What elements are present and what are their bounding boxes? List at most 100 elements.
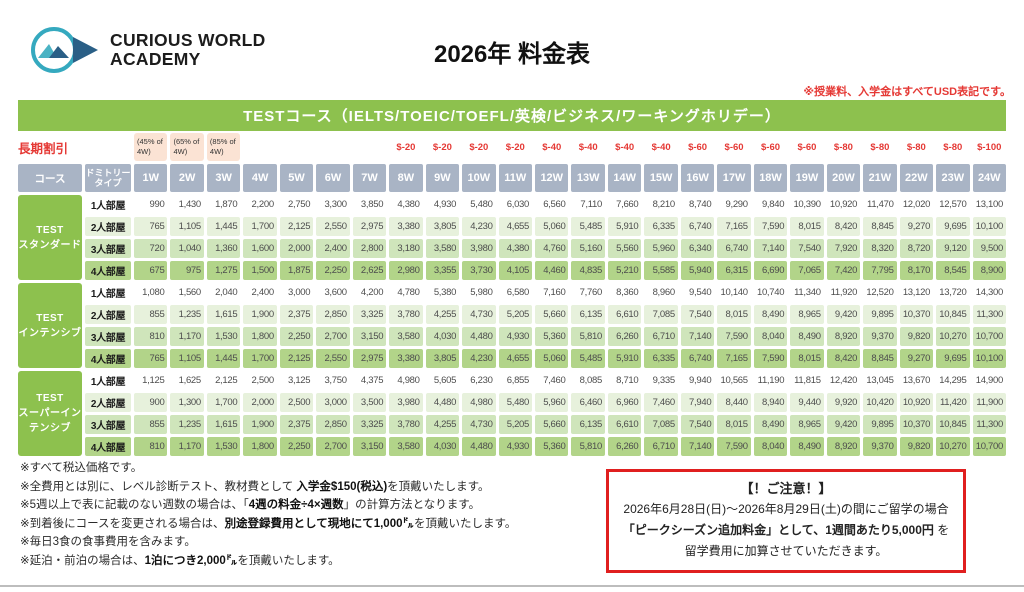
price-cell: 6,580 [506,287,530,298]
price-cell: 4,230 [462,349,496,368]
price-cell: 9,940 [689,375,712,386]
price-cell: 4,655 [498,217,533,236]
room-type-cell: 1人部屋 [90,377,126,388]
price-cell: 1,800 [243,327,277,346]
price-cell: 10,100 [972,349,1006,368]
price-cell: 6,260 [607,437,642,456]
price-cell: 8,210 [652,199,676,210]
price-cell: 5,980 [470,287,493,298]
discount-amount-cell: $-40 [542,141,562,153]
price-cell: 5,205 [498,305,533,324]
price-cell: 8,845 [863,349,897,368]
price-cell: 7,540 [790,239,824,258]
text-segment: 」の計算方法となります。 [343,499,481,512]
footnote-line: ※到着後にコースを変更される場合は、別途登録費用として現地にて1,000㌦を頂戴… [20,515,516,534]
price-cell: 1,615 [206,415,241,434]
discount-amount-cell: $-80 [906,141,926,153]
price-cell: 7,085 [644,415,678,434]
price-cell: 7,920 [826,239,861,258]
price-cell: 9,290 [725,199,749,210]
price-cell: 3,980 [462,239,496,258]
price-cell: 1,235 [170,415,204,434]
long-term-discount-label: 長期割引 [18,141,69,156]
price-cell: 4,230 [462,217,496,236]
price-cell: 1,560 [178,287,202,298]
discount-amount-cell: $-20 [505,141,525,153]
week-column-header: 18W [753,164,788,192]
price-cell: 11,420 [936,393,970,412]
price-cell: 7,940 [680,393,715,412]
price-cell: 10,845 [936,305,970,324]
price-cell: 3,580 [389,437,423,456]
price-cell: 9,270 [899,349,934,368]
price-cell: 7,795 [863,261,897,280]
course-group-cell: TEST スーパーイン テンシブ [18,371,82,456]
week-column-header: 7W [352,164,387,192]
price-cell: 7,110 [580,199,602,210]
course-group-cell: TEST スタンダード [18,195,82,280]
price-cell: 5,480 [470,199,493,210]
price-cell: 9,120 [936,239,970,258]
price-cell: 6,135 [571,305,605,324]
discount-empty-cell [280,133,313,161]
logo-mark-icon [28,24,102,76]
price-cell: 8,490 [753,415,788,434]
price-cell: 765 [134,349,168,368]
price-cell: 1,125 [142,375,165,386]
price-cell: 1,275 [206,261,241,280]
price-cell: 5,060 [535,217,569,236]
price-cell: 2,000 [279,239,314,258]
price-cell: 8,085 [579,375,603,386]
discount-amount-cell: $-100 [977,141,1002,153]
price-cell: 975 [170,261,204,280]
price-cell: 11,470 [867,199,894,210]
week-column-header: 24W [972,164,1006,192]
price-table: TESTコース（IELTS/TOEIC/TOEFL/英検/ビジネス/ワーキングホ… [18,100,1006,456]
price-cell: 14,295 [939,375,967,386]
footnotes: ※すべて税込価格です。 ※全費用とは別に、レベル診断テスト、教材費として 入学金$… [20,459,516,571]
price-cell: 2,850 [316,415,350,434]
week-column-header: 13W [571,164,605,192]
price-cell: 3,325 [352,305,387,324]
price-cell: 9,500 [972,239,1006,258]
price-cell: 5,485 [571,349,605,368]
price-cell: 2,975 [352,217,387,236]
price-cell: 3,000 [316,393,350,412]
price-cell: 3,580 [389,327,423,346]
price-cell: 8,440 [717,393,751,412]
room-type-cell: 4人部屋 [85,437,131,456]
price-cell: 900 [134,393,168,412]
price-cell: 1,430 [178,199,202,210]
price-cell: 10,100 [972,217,1006,236]
price-cell: 3,750 [324,375,347,386]
price-cell: 4,930 [498,437,533,456]
price-cell: 4,255 [425,415,460,434]
price-cell: 1,445 [206,349,241,368]
price-cell: 10,845 [936,415,970,434]
price-cell: 720 [134,239,168,258]
price-cell: 6,030 [506,199,530,210]
price-cell: 8,490 [790,437,824,456]
price-cell: 4,930 [498,327,533,346]
logo-text: CURIOUS WORLD ACADEMY [110,31,266,69]
notice-line: 2026年6月28日(日)～2026年8月29日(土)の間にご留学の場合 [617,499,955,520]
price-cell: 7,065 [790,261,824,280]
price-cell: 2,500 [279,393,314,412]
price-cell: 3,380 [389,349,423,368]
price-cell: 8,720 [899,239,934,258]
price-grid: 長期割引 (45% of 4W) (65% of 4W) (85% of 4W) $-20 $-… [18,133,1006,456]
usd-note: ※授業料、入学金はすべてUSD表記です。 [803,86,1011,98]
text-segment: 留学費用に加算させていただきます。 [684,544,888,558]
price-cell: 7,540 [680,415,715,434]
price-cell: 13,100 [975,199,1004,210]
price-cell: 11,190 [757,375,785,386]
room-type-cell: 2人部屋 [85,393,131,412]
price-cell: 3,000 [288,287,311,298]
price-cell: 8,920 [826,437,861,456]
price-cell: 3,600 [324,287,347,298]
price-cell: 12,420 [829,375,858,386]
price-cell: 11,920 [830,287,858,298]
price-cell: 4,760 [535,239,569,258]
price-cell: 3,780 [389,305,423,324]
price-cell: 9,370 [863,327,897,346]
